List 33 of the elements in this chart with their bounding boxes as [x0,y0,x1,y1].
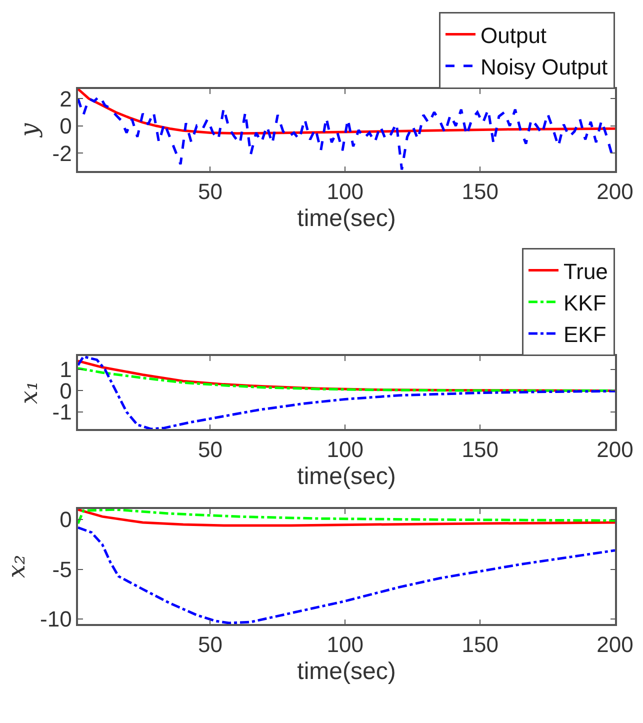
legend-label: KKF [564,290,606,316]
y-axis-title: y [14,122,43,138]
x-tick-label: 100 [326,437,364,462]
x-tick-label: 50 [198,632,222,658]
x-axis-title: time(sec) [297,658,396,685]
line-series [78,356,615,429]
line-series [78,94,614,171]
x-tick-label: 50 [198,179,222,204]
x-tick-label: 200 [596,632,634,658]
y-tick-label: -2 [52,140,72,166]
line-series [78,526,615,624]
x-axis-title: time(sec) [297,462,396,490]
line-series [78,367,615,392]
y-tick-label: -5 [52,556,72,582]
y-axis-title: x₂ [2,554,31,578]
y-tick-label: 0 [60,114,72,139]
x-tick-label: 150 [462,632,498,658]
legend-label: True [564,258,608,284]
x-tick-label: 100 [326,632,364,658]
x-tick-label: 200 [596,179,634,204]
x-tick-label: 50 [198,437,222,462]
y-axis-title: x₁ [14,380,43,404]
x-tick-label: 100 [326,179,364,204]
legend-label: Noisy Output [480,54,608,80]
y-tick-label: -10 [40,606,72,632]
x-tick-label: 150 [462,179,498,204]
y-tick-label: 0 [60,507,72,532]
x-tick-label: 200 [596,437,634,462]
x-tick-label: 150 [462,437,498,462]
legend-label: EKF [564,322,606,348]
y-tick-label: 2 [60,86,72,112]
x-axis-title: time(sec) [297,204,396,232]
legend-label: Output [480,22,547,48]
